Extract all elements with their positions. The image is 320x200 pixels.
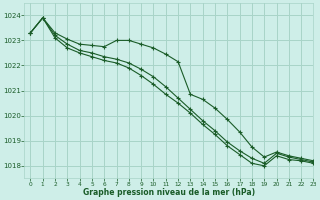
X-axis label: Graphe pression niveau de la mer (hPa): Graphe pression niveau de la mer (hPa) — [83, 188, 255, 197]
